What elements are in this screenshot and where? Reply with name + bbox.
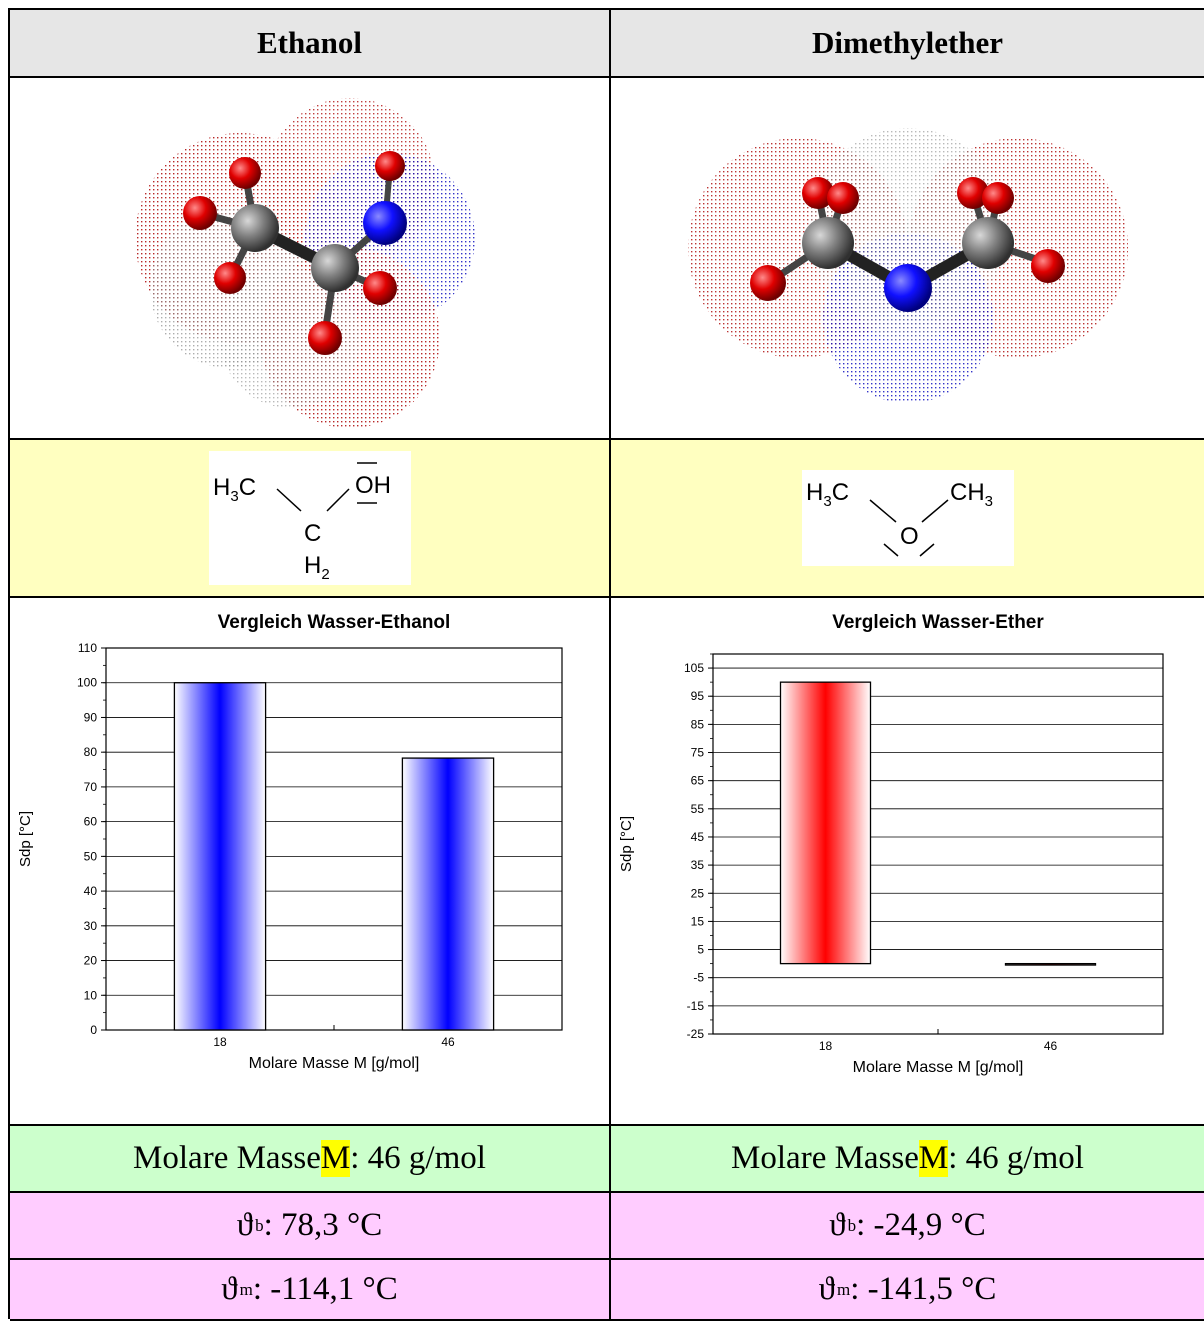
formula-c-label: C (831, 479, 848, 506)
y-tick-label: 65 (691, 774, 705, 788)
y-axis-label: Sdp [°C] (17, 811, 34, 867)
formula-center-c: C (304, 520, 321, 547)
y-tick-label: 35 (691, 858, 705, 872)
y-tick-label: 40 (84, 884, 98, 898)
formula-c-label: C (238, 474, 255, 501)
theta-symbol: ϑ (818, 1271, 835, 1307)
molar-mass-value: : 46 g/mol (948, 1140, 1084, 1176)
dimethylether-molecule-image (611, 78, 1204, 440)
y-tick-label: 100 (77, 676, 97, 690)
chart-water-ether: Vergleich Wasser-Ether -25 -15 -5 5 15 25 35 45 5… (618, 612, 1164, 1076)
x-tick-label: 46 (1044, 1039, 1058, 1053)
boiling-value: : 78,3 °C (263, 1207, 383, 1243)
formula-bottom-h: H (304, 552, 321, 579)
chart-water-ethanol: Vergleich Wasser-Ethanol 0 10 20 30 40 50 60 70 8… (17, 612, 563, 1072)
formula-sub-3: 3 (984, 493, 992, 510)
bar (1004, 962, 1097, 966)
ethanol-3d-model (134, 98, 475, 428)
svg-text:H3C: H3C (213, 474, 256, 505)
theta-symbol: ϑ (236, 1207, 254, 1243)
y-tick-label: 95 (691, 689, 705, 703)
y-tick-label: 15 (691, 914, 705, 928)
melting-subscript: m (836, 1279, 851, 1299)
formula-h-label: H (806, 479, 823, 506)
header-ethanol: Ethanol (10, 10, 611, 78)
melting-value: : -141,5 °C (850, 1271, 997, 1307)
formula-ch-label: CH (950, 479, 985, 506)
formula-sub-2: 2 (321, 566, 329, 583)
boiling-subscript: b (847, 1215, 857, 1235)
y-tick-label: -15 (687, 999, 705, 1013)
y-tick-label: 80 (84, 745, 98, 759)
y-tick-label: 0 (90, 1023, 97, 1037)
y-tick-label: -5 (693, 971, 704, 985)
x-tick-label: 46 (441, 1035, 455, 1049)
y-tick-label: 20 (84, 954, 98, 968)
boiling-subscript: b (255, 1215, 264, 1235)
melting-value: : -114,1 °C (252, 1271, 398, 1307)
formula-sub-3: 3 (230, 488, 238, 505)
ethanol-formula-cell: H3C C H2 OH (10, 440, 611, 598)
dimethylether-3d-model (687, 128, 1128, 403)
molar-mass-value: : 46 g/mol (350, 1140, 486, 1176)
molar-mass-label: Molare Masse (133, 1140, 321, 1176)
x-tick-label: 18 (819, 1039, 833, 1053)
x-axis-label: Molare Masse M [g/mol] (249, 1055, 420, 1072)
y-tick-label: 50 (84, 849, 98, 863)
boiling-value: : -24,9 °C (856, 1207, 986, 1243)
y-tick-label: 90 (84, 710, 98, 724)
y-tick-label: 105 (684, 661, 704, 675)
x-axis-label: Molare Masse M [g/mol] (853, 1059, 1024, 1076)
x-tick-label: 18 (213, 1035, 227, 1049)
svg-text:CH3: CH3 (950, 479, 993, 510)
y-tick-label: 30 (84, 919, 98, 933)
dimethylether-structural-formula: H3C O CH3 (801, 470, 1014, 566)
svg-text:H2: H2 (304, 552, 330, 583)
chart-title: Vergleich Wasser-Ethanol (218, 612, 451, 633)
formula-h-label: H (213, 474, 230, 501)
formula-sub-3: 3 (823, 493, 831, 510)
y-tick-label: 25 (691, 886, 705, 900)
ethanol-molar-mass: Molare Masse M: 46 g/mol (10, 1126, 611, 1193)
y-tick-label: 110 (78, 641, 97, 655)
bar (779, 681, 872, 965)
y-tick-label: 5 (697, 943, 704, 957)
y-tick-label: 85 (691, 717, 705, 731)
header-dimethylether: Dimethylether (611, 10, 1204, 78)
formula-oh-label: OH (355, 472, 391, 499)
chart-ethanol-cell: Vergleich Wasser-Ethanol 0 10 20 30 40 50 60 70 8… (10, 598, 611, 1126)
chart-title: Vergleich Wasser-Ether (832, 612, 1044, 633)
molar-mass-symbol: M (320, 1140, 351, 1177)
svg-text:H3C: H3C (806, 479, 849, 510)
y-tick-label: 60 (84, 815, 98, 829)
molar-mass-symbol: M (918, 1140, 949, 1177)
y-tick-label: 75 (691, 746, 705, 760)
melting-subscript: m (239, 1279, 253, 1299)
y-tick-label: 70 (84, 780, 98, 794)
theta-symbol: ϑ (829, 1207, 846, 1243)
y-tick-label: 45 (691, 830, 705, 844)
chart-ether-cell: Vergleich Wasser-Ether -25 -15 -5 5 15 25 35 45 5… (611, 598, 1204, 1126)
molar-mass-label: Molare Masse (731, 1140, 919, 1176)
comparison-table: Ethanol Dimethylether (8, 8, 1204, 1321)
ethanol-structural-formula: H3C C H2 OH (208, 451, 411, 585)
ethanol-molecule-image (10, 78, 611, 440)
y-axis-label: Sdp [°C] (618, 816, 635, 872)
y-tick-label: 55 (691, 802, 705, 816)
bar (173, 682, 267, 1031)
dimethylether-formula-cell: H3C O CH3 (611, 440, 1204, 598)
bar (401, 757, 495, 1031)
dimethylether-molar-mass: Molare Masse M: 46 g/mol (611, 1126, 1204, 1193)
y-tick-label: -25 (687, 1027, 705, 1041)
theta-symbol: ϑ (221, 1271, 238, 1307)
formula-oxygen-label: O (900, 523, 919, 550)
y-tick-label: 10 (84, 988, 98, 1002)
